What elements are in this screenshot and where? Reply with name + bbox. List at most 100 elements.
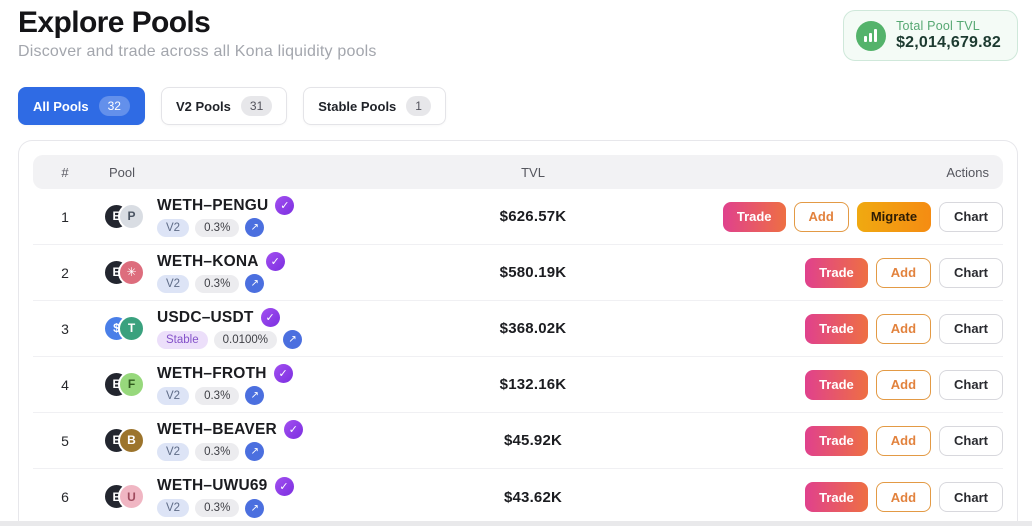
trade-button[interactable]: Trade xyxy=(805,425,868,456)
total-tvl-card: Total Pool TVL $2,014,679.82 xyxy=(843,10,1018,61)
external-link-icon[interactable]: ↗ xyxy=(245,386,265,405)
column-header-actions: Actions xyxy=(946,164,989,180)
token-pair-icons: E U xyxy=(103,482,147,512)
chart-button[interactable]: Chart xyxy=(939,257,1003,288)
add-button[interactable]: Add xyxy=(793,201,849,232)
external-link-icon[interactable]: ↗ xyxy=(245,274,265,293)
pool-rank: 4 xyxy=(61,376,69,393)
external-link-icon[interactable]: ↗ xyxy=(245,218,265,237)
pool-actions: Trade Add Migrate Chart xyxy=(633,201,1003,232)
external-link-icon[interactable]: ↗ xyxy=(245,442,265,461)
pool-filter-tabs: All Pools 32 V2 Pools 31 Stable Pools 1 xyxy=(0,87,1032,125)
token-b-icon: F xyxy=(118,370,145,398)
token-pair-icons: E B xyxy=(103,426,147,456)
tab-v2-pools[interactable]: V2 Pools 31 xyxy=(160,87,288,125)
pool-rank: 5 xyxy=(61,432,69,449)
pools-table-card: # Pool TVL Actions 1 E P WETH–PENGU ✓ V2… xyxy=(18,140,1018,526)
trade-button[interactable]: Trade xyxy=(805,257,868,288)
add-button[interactable]: Add xyxy=(875,482,932,512)
pool-type-badge: V2 xyxy=(157,218,190,237)
bar-chart-icon xyxy=(856,20,887,51)
table-row: 1 E P WETH–PENGU ✓ V2 0.3% ↗ $626.57K Tr… xyxy=(33,189,1003,245)
pool-type-badge: V2 xyxy=(157,274,190,293)
token-pair-icons: E P xyxy=(103,202,147,232)
pool-cell: E P WETH–PENGU ✓ V2 0.3% ↗ xyxy=(97,196,433,237)
page-title: Explore Pools xyxy=(18,6,211,39)
pool-cell: $ T USDC–USDT ✓ Stable 0.0100% ↗ xyxy=(97,308,433,349)
page-subtitle: Discover and trade across all Kona liqui… xyxy=(18,43,377,60)
trade-button[interactable]: Trade xyxy=(805,482,868,512)
external-link-icon[interactable]: ↗ xyxy=(283,330,303,349)
pool-type-badge: V2 xyxy=(157,442,190,461)
tab-v2-pools-count: 31 xyxy=(240,96,273,116)
pool-info: WETH–BEAVER ✓ V2 0.3% ↗ xyxy=(157,420,303,461)
pool-fee-badge: 0.3% xyxy=(195,442,240,461)
pool-actions: Trade Add Chart xyxy=(633,425,1003,456)
table-row: 6 E U WETH–UWU69 ✓ V2 0.3% ↗ $43.62K Tra… xyxy=(33,469,1003,525)
pool-info: WETH–FROTH ✓ V2 0.3% ↗ xyxy=(157,364,293,405)
chart-button[interactable]: Chart xyxy=(939,425,1003,456)
verified-check-icon: ✓ xyxy=(265,252,285,271)
chart-button[interactable]: Chart xyxy=(939,201,1003,232)
pool-tvl-value: $132.16K xyxy=(499,376,567,393)
pool-rank: 6 xyxy=(61,489,69,505)
pool-cell: E F WETH–FROTH ✓ V2 0.3% ↗ xyxy=(97,364,433,405)
pool-name: USDC–USDT xyxy=(157,308,254,326)
tab-stable-pools[interactable]: Stable Pools 1 xyxy=(303,87,446,125)
add-button[interactable]: Add xyxy=(875,369,932,400)
pool-name: WETH–UWU69 xyxy=(157,477,268,494)
bottom-edge-strip xyxy=(0,521,1032,526)
pool-actions: Trade Add Chart xyxy=(633,313,1003,344)
token-b-icon: P xyxy=(118,202,145,230)
pool-name: WETH–PENGU xyxy=(157,196,269,214)
verified-check-icon: ✓ xyxy=(283,420,303,439)
add-button[interactable]: Add xyxy=(875,313,932,344)
chart-button[interactable]: Chart xyxy=(939,369,1003,400)
pool-fee-badge: 0.3% xyxy=(195,499,240,517)
verified-check-icon: ✓ xyxy=(274,476,294,496)
tab-all-pools-label: All Pools xyxy=(33,98,89,114)
pool-info: USDC–USDT ✓ Stable 0.0100% ↗ xyxy=(157,308,303,349)
table-body: 1 E P WETH–PENGU ✓ V2 0.3% ↗ $626.57K Tr… xyxy=(33,189,1003,525)
pool-actions: Trade Add Chart xyxy=(633,369,1003,400)
column-header-pool: Pool xyxy=(109,164,136,180)
tab-all-pools-count: 32 xyxy=(98,96,130,116)
pool-actions: Trade Add Chart xyxy=(633,482,1003,512)
pool-cell: E ✳ WETH–KONA ✓ V2 0.3% ↗ xyxy=(97,252,433,293)
trade-button[interactable]: Trade xyxy=(805,369,868,400)
pool-tvl-value: $43.62K xyxy=(503,488,563,506)
token-pair-icons: $ T xyxy=(103,314,147,344)
add-button[interactable]: Add xyxy=(875,257,932,288)
pool-info: WETH–UWU69 ✓ V2 0.3% ↗ xyxy=(157,476,294,518)
pool-info: WETH–PENGU ✓ V2 0.3% ↗ xyxy=(157,196,295,237)
pool-actions: Trade Add Chart xyxy=(633,257,1003,288)
table-row: 3 $ T USDC–USDT ✓ Stable 0.0100% ↗ $368.… xyxy=(33,301,1003,357)
pool-fee-badge: 0.0100% xyxy=(213,330,278,349)
token-b-icon: T xyxy=(118,314,145,342)
add-button[interactable]: Add xyxy=(875,425,932,456)
trade-button[interactable]: Trade xyxy=(805,313,868,344)
pool-name: WETH–KONA xyxy=(157,252,259,270)
tab-stable-pools-label: Stable Pools xyxy=(318,98,397,114)
token-pair-icons: E F xyxy=(103,370,147,400)
chart-button[interactable]: Chart xyxy=(939,313,1003,344)
pool-tvl-value: $45.92K xyxy=(503,432,563,449)
pool-tvl-value: $626.57K xyxy=(499,208,567,225)
pool-type-badge: Stable xyxy=(157,330,208,349)
pool-info: WETH–KONA ✓ V2 0.3% ↗ xyxy=(157,252,285,293)
pool-cell: E B WETH–BEAVER ✓ V2 0.3% ↗ xyxy=(97,420,433,461)
table-row: 5 E B WETH–BEAVER ✓ V2 0.3% ↗ $45.92K Tr… xyxy=(33,413,1003,469)
trade-button[interactable]: Trade xyxy=(722,201,786,232)
tab-all-pools[interactable]: All Pools 32 xyxy=(18,87,145,125)
migrate-button[interactable]: Migrate xyxy=(856,201,932,232)
external-link-icon[interactable]: ↗ xyxy=(245,498,265,518)
pool-rank: 1 xyxy=(61,208,69,225)
page-header: Explore Pools Discover and trade across … xyxy=(0,0,1032,61)
pool-name: WETH–FROTH xyxy=(157,364,267,382)
table-header-row: # Pool TVL Actions xyxy=(33,155,1003,189)
pool-name: WETH–BEAVER xyxy=(157,420,277,438)
token-b-icon: ✳ xyxy=(118,258,145,286)
chart-button[interactable]: Chart xyxy=(939,482,1003,512)
pool-fee-badge: 0.3% xyxy=(195,274,240,293)
